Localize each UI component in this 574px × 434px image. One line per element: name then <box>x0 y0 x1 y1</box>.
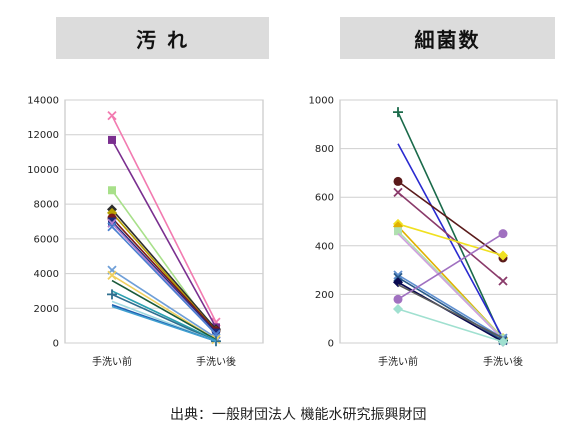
series-line <box>397 143 504 339</box>
data-point <box>394 227 402 236</box>
series-line <box>111 208 217 330</box>
dirt-chart: 0 2000 4000 6000 8000 10000 12000 14000 手洗い前 手洗い後 <box>27 96 264 368</box>
y-tick-label: 0 <box>328 339 334 350</box>
series-line <box>397 111 504 341</box>
x-category-label: 手洗い前 <box>378 355 418 368</box>
series-line <box>397 223 504 257</box>
series-line <box>111 220 217 334</box>
data-point <box>107 289 117 300</box>
series-line <box>397 274 504 339</box>
data-point <box>498 250 508 261</box>
source-note: 出典：一般財団法人 機能水研究振興財団 <box>170 407 427 423</box>
data-point <box>393 294 403 304</box>
data-point <box>108 217 116 226</box>
data-point <box>498 276 508 286</box>
series-line <box>111 290 217 342</box>
series-line <box>111 269 217 339</box>
series-line <box>397 191 504 282</box>
data-point <box>108 135 116 144</box>
y-tick-label: 200 <box>315 290 334 301</box>
series-line <box>111 139 217 328</box>
series-line <box>111 115 217 323</box>
series-line <box>111 279 217 341</box>
series-line <box>397 308 504 343</box>
chart-title-dirt: 汚 れ <box>56 17 269 59</box>
series-line <box>397 283 504 339</box>
x-category-label: 手洗い後 <box>196 355 236 368</box>
chart-title-bacteria: 細菌数 <box>340 17 555 59</box>
y-tick-label: 10000 <box>27 165 59 176</box>
bacteria-chart: 0 200 400 600 800 1000 手洗い前 手洗い後 <box>309 96 558 368</box>
data-point <box>393 187 403 197</box>
data-point <box>498 229 508 239</box>
series-line <box>111 217 217 332</box>
data-point <box>498 336 508 347</box>
series-line <box>111 293 217 342</box>
data-point <box>393 176 403 186</box>
series-line <box>111 226 217 335</box>
y-tick-label: 4000 <box>34 269 59 280</box>
data-point <box>108 186 116 195</box>
y-tick-label: 1000 <box>309 96 334 107</box>
data-point <box>107 110 117 121</box>
y-tick-label: 400 <box>315 241 334 252</box>
y-tick-label: 0 <box>53 339 59 350</box>
y-tick-label: 12000 <box>27 130 59 141</box>
data-point <box>393 270 403 280</box>
y-tick-label: 2000 <box>34 304 59 315</box>
x-category-label: 手洗い後 <box>483 355 523 368</box>
data-point <box>107 218 117 228</box>
series-line <box>397 233 504 340</box>
series-line <box>397 232 504 300</box>
y-tick-label: 800 <box>315 144 334 155</box>
data-point <box>107 270 117 280</box>
y-tick-label: 600 <box>315 193 334 204</box>
y-tick-label: 8000 <box>34 200 59 211</box>
data-point <box>393 303 403 314</box>
series-line <box>111 305 217 343</box>
data-point <box>212 328 220 337</box>
data-point <box>393 277 403 288</box>
series-line <box>397 230 504 339</box>
y-tick-label: 14000 <box>27 96 59 107</box>
x-category-label: 手洗い前 <box>92 355 132 368</box>
data-point <box>107 222 117 232</box>
data-point <box>393 107 403 118</box>
y-tick-label: 6000 <box>34 234 59 245</box>
